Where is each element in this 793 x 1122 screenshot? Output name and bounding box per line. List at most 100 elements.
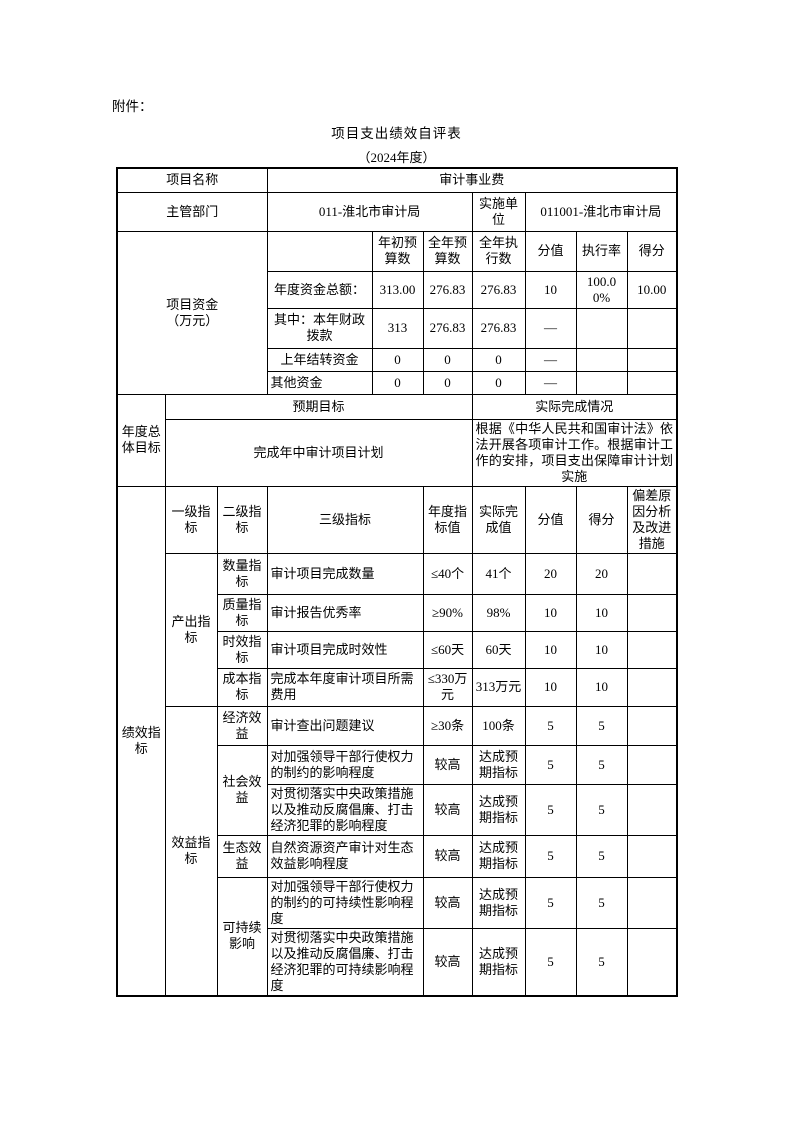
- score-cell: 5: [575, 744, 628, 785]
- funding-row-label-cell: 年度资金总额：: [266, 270, 373, 309]
- project-name-value-cell: 审计事业费: [266, 167, 678, 193]
- indicator-l2-cell: 经济效益: [216, 705, 268, 746]
- deviation-cell: [626, 876, 678, 929]
- indicator-row: 质量指标 审计报告优秀率 ≥90% 98% 10 10: [117, 593, 678, 632]
- funding-col-header-initial: 年初预算数: [371, 230, 424, 272]
- funding-score-cell: 10.00: [626, 270, 678, 309]
- funding-score-cell: [626, 307, 678, 349]
- target-value-cell: ≤330万元: [422, 667, 473, 707]
- funding-col-header-annual: 全年预算数: [422, 230, 473, 272]
- funding-col-header-exec-rate: 执行率: [575, 230, 628, 272]
- funding-row-total: 年度资金总额： 313.00 276.83 276.83 10 100.00% …: [117, 270, 678, 309]
- score-cell: 10: [575, 667, 628, 707]
- indicator-header-score-value: 分值: [524, 485, 577, 554]
- funding-value-cell: 276.83: [471, 307, 526, 349]
- indicator-l2-cell: 质量指标: [216, 593, 268, 632]
- funding-exec-rate-cell: 100.00%: [575, 270, 628, 309]
- funding-score-cell: [626, 347, 678, 372]
- indicator-l2-cell: 生态效益: [216, 834, 268, 878]
- score-cell: 10: [575, 593, 628, 632]
- unit-label-cell: 实施单位: [471, 191, 526, 232]
- goal-expected-header-cell: 预期目标: [164, 393, 473, 420]
- score-weight-cell: 20: [524, 552, 577, 595]
- actual-value-cell: 100条: [471, 705, 526, 746]
- goal-header-row: 年度总体目标 预期目标 实际完成情况: [116, 393, 678, 487]
- indicator-row: 效益指标 经济效益 审计查出问题建议 ≥30条 100条 5 5: [117, 705, 678, 997]
- funding-row-carryover: 上年结转资金 0 0 0 —: [117, 347, 678, 372]
- score-cell: 5: [575, 927, 628, 997]
- actual-value-cell: 达成预期指标: [471, 834, 526, 878]
- funding-value-cell: 0: [471, 347, 526, 372]
- score-cell: 5: [575, 705, 628, 746]
- funding-value-cell: 0: [371, 347, 424, 372]
- attachment-label: 附件：: [112, 99, 153, 114]
- funding-score-cell: [626, 370, 678, 395]
- target-value-cell: 较高: [422, 744, 473, 785]
- indicator-l3-cell: 审计项目完成数量: [266, 552, 424, 595]
- funding-value-cell: 276.83: [422, 307, 473, 349]
- target-value-cell: ≤60天: [422, 630, 473, 669]
- page-title: 项目支出绩效自评表: [331, 126, 462, 141]
- funding-score-value-cell: 10: [524, 270, 577, 309]
- indicator-l1-cell: 效益指标: [164, 705, 218, 997]
- funding-score-value-cell: —: [524, 307, 577, 349]
- target-value-cell: 较高: [422, 927, 473, 997]
- target-value-cell: 较高: [422, 876, 473, 929]
- deviation-cell: [626, 834, 678, 878]
- score-weight-cell: 5: [524, 927, 577, 997]
- actual-value-cell: 60天: [471, 630, 526, 669]
- indicator-header-target: 年度指标值: [422, 485, 473, 554]
- score-cell: 5: [575, 783, 628, 836]
- indicator-header-actual: 实际完成值: [471, 485, 526, 554]
- funding-value-cell: 0: [422, 370, 473, 395]
- table-row: 主管部门 011-淮北市审计局 实施单位 011001-淮北市审计局: [116, 191, 678, 232]
- funding-section-label-cell: 项目资金 （万元）: [116, 230, 268, 395]
- indicator-header-l2: 二级指标: [216, 485, 268, 554]
- page-subtitle: （2024年度）: [357, 150, 436, 165]
- indicator-row: 社会效益 对加强领导干部行使权力的制约的影响程度 较高 达成预期指标 5 5: [117, 744, 678, 836]
- self-evaluation-table: 项目名称 审计事业费 主管部门 011-淮北市审计局 实施单位 011001-淮…: [116, 167, 679, 997]
- funding-value-cell: 0: [422, 347, 473, 372]
- indicator-row: 对贯彻落实中央政策措施以及推动反腐倡廉、打击经济犯罪的影响程度 较高 达成预期指…: [117, 783, 678, 836]
- score-weight-cell: 10: [524, 593, 577, 632]
- target-value-cell: 较高: [422, 834, 473, 878]
- indicator-row: 产出指标 数量指标 审计项目完成数量 ≤40个 41个 20 20: [117, 552, 678, 707]
- actual-value-cell: 达成预期指标: [471, 744, 526, 785]
- indicator-l2-cell: 成本指标: [216, 667, 268, 707]
- indicator-l3-cell: 对贯彻落实中央政策措施以及推动反腐倡廉、打击经济犯罪的可持续影响程度: [266, 927, 424, 997]
- deviation-cell: [626, 927, 678, 997]
- funding-header-row: 项目资金 （万元） 年初预算数 全年预算数 全年执行数 分值 执行率 得分: [116, 230, 678, 395]
- funding-row-label-cell: 其他资金: [266, 370, 373, 395]
- deviation-cell: [626, 705, 678, 746]
- indicator-l3-cell: 审计项目完成时效性: [266, 630, 424, 669]
- indicators-section-label-cell: 绩效指标: [116, 485, 166, 997]
- funding-exec-rate-cell: [575, 307, 628, 349]
- deviation-cell: [626, 667, 678, 707]
- funding-value-cell: 0: [471, 370, 526, 395]
- actual-value-cell: 313万元: [471, 667, 526, 707]
- indicator-header-score: 得分: [575, 485, 628, 554]
- target-value-cell: ≥90%: [422, 593, 473, 632]
- indicator-l2-cell: 时效指标: [216, 630, 268, 669]
- funding-value-cell: 276.83: [422, 270, 473, 309]
- indicator-l3-cell: 完成本年度审计项目所需费用: [266, 667, 424, 707]
- indicator-l2-cell: 可持续影响: [216, 876, 268, 997]
- goal-content-row: 完成年中审计项目计划 根据《中华人民共和国审计法》依法开展各项审计工作。根据审计…: [117, 418, 678, 487]
- funding-col-header-score-value: 分值: [524, 230, 577, 272]
- indicator-header-l1: 一级指标: [164, 485, 218, 554]
- funding-value-cell: 313.00: [371, 270, 424, 309]
- score-cell: 5: [575, 834, 628, 878]
- deviation-cell: [626, 744, 678, 785]
- indicator-row: 时效指标 审计项目完成时效性 ≤60天 60天 10 10: [117, 630, 678, 669]
- actual-value-cell: 41个: [471, 552, 526, 595]
- deviation-cell: [626, 552, 678, 595]
- indicator-l3-cell: 对加强领导干部行使权力的制约的影响程度: [266, 744, 424, 785]
- score-weight-cell: 10: [524, 630, 577, 669]
- funding-value-cell: 276.83: [471, 270, 526, 309]
- funding-exec-rate-cell: [575, 370, 628, 395]
- funding-score-value-cell: —: [524, 370, 577, 395]
- indicator-l3-cell: 对贯彻落实中央政策措施以及推动反腐倡廉、打击经济犯罪的影响程度: [266, 783, 424, 836]
- target-value-cell: ≤40个: [422, 552, 473, 595]
- score-weight-cell: 5: [524, 834, 577, 878]
